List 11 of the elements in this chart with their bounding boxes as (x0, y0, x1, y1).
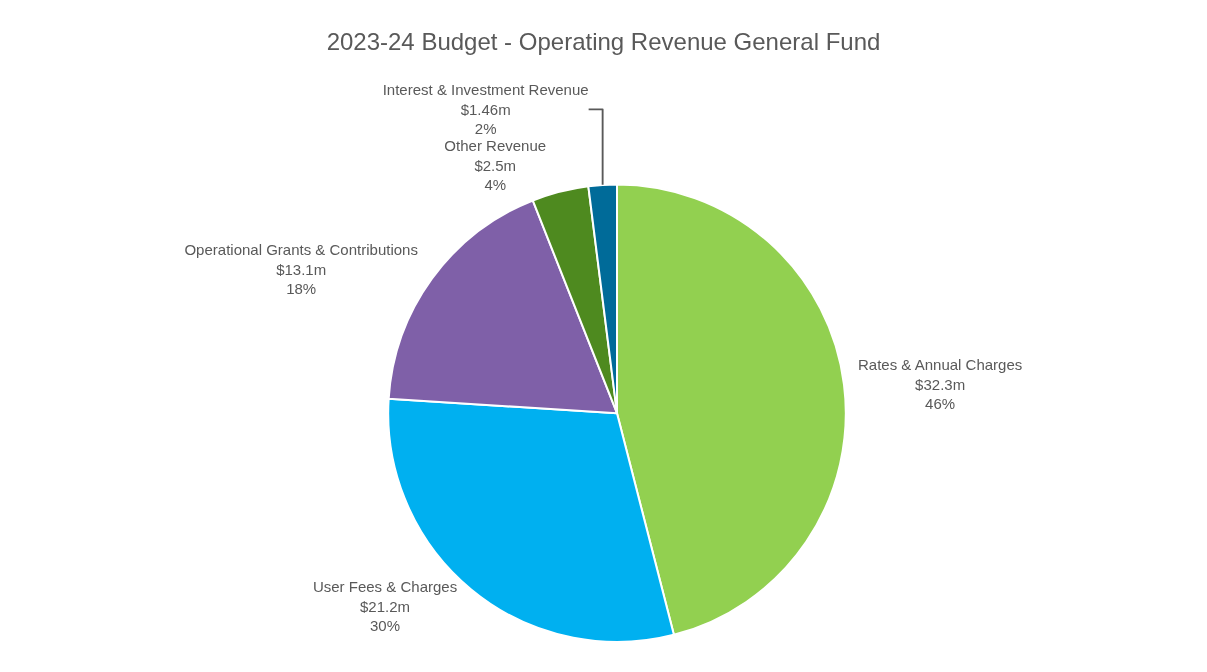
data-label: $2.5m 4% (474, 156, 517, 194)
slice-label: Other Revenue (444, 137, 547, 155)
slice-label: Operational Grants & Contributions (184, 241, 418, 259)
data-label: $1.46m 2% (460, 100, 511, 138)
slice-label: Interest & Investment Revenue (382, 81, 589, 99)
chart-title: 2023-24 Budget - Operating Revenue General Fund (326, 28, 881, 56)
data-label: $21.2m 30% (360, 597, 411, 635)
slice-label: Rates & Annual Charges (858, 356, 1023, 374)
data-label: $32.3m 46% (915, 375, 966, 413)
data-label: $13.1m 18% (276, 260, 327, 298)
slice-label: User Fees & Charges (312, 578, 458, 596)
